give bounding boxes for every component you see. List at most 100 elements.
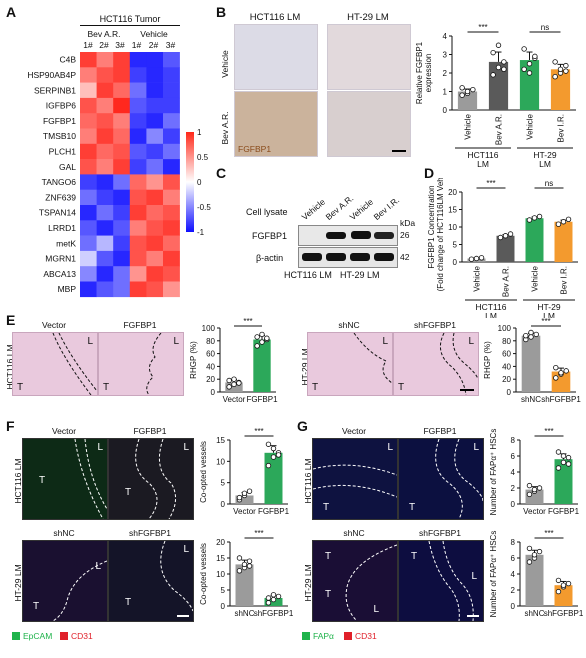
legend-swatch-green bbox=[302, 632, 310, 640]
f-title-vector: Vector bbox=[51, 426, 77, 436]
y-tick-label: 0 bbox=[507, 388, 512, 397]
y-tick-label: 0 bbox=[221, 602, 226, 611]
data-point bbox=[495, 42, 502, 48]
scale-bar bbox=[467, 615, 479, 617]
heatmap-cell bbox=[113, 281, 131, 298]
scale-bar bbox=[460, 389, 474, 391]
tumor-label: T bbox=[411, 551, 418, 562]
y-axis-label: Relative FGFBP1 bbox=[415, 41, 424, 104]
sig-label: *** bbox=[243, 317, 252, 326]
data-point bbox=[226, 377, 232, 384]
sig-label: *** bbox=[254, 427, 263, 436]
tumor-label: T bbox=[323, 502, 330, 513]
data-point bbox=[236, 555, 243, 561]
heatmap-cell bbox=[80, 174, 97, 190]
x-tick-label: Bev I.R. bbox=[560, 266, 569, 294]
heatmap-cell bbox=[163, 52, 180, 68]
x-tick-label: shNC bbox=[524, 609, 544, 618]
heatmap-cell bbox=[80, 250, 97, 267]
panel-label-g: G bbox=[297, 418, 308, 434]
f-title-shfgfbp1: shFGFBP1 bbox=[128, 528, 172, 538]
y-tick-label: 10 bbox=[216, 570, 225, 579]
heatmap-cell bbox=[129, 235, 147, 252]
chart-g-bottom: 0 2 4 6 8 Number of FAPα⁺ HSCs shNC shFGFBP1 *** bbox=[489, 529, 584, 618]
heatmap-cell bbox=[113, 159, 131, 175]
data-point bbox=[555, 588, 562, 595]
x-tick-label: Bev A.R. bbox=[502, 266, 511, 297]
heatmap-cell bbox=[129, 174, 147, 190]
g-title-fgfbp1: FGFBP1 bbox=[423, 426, 457, 436]
sample-label: 2# bbox=[99, 40, 109, 50]
data-point bbox=[236, 494, 243, 501]
data-point bbox=[555, 449, 562, 455]
x-tick-label: Vehicle bbox=[473, 265, 482, 291]
scale-bar bbox=[177, 615, 189, 617]
lumen-label: L bbox=[471, 571, 477, 582]
lumen-label: L bbox=[183, 544, 189, 555]
data-point bbox=[265, 600, 272, 606]
he-image-shnc: L T bbox=[307, 332, 393, 396]
data-point bbox=[275, 452, 282, 458]
heatmap-cell bbox=[163, 97, 180, 114]
heatmap-cell bbox=[96, 250, 114, 267]
data-point bbox=[528, 329, 534, 336]
x-tick-label: Bev I.R. bbox=[557, 114, 566, 142]
heatmap-cell bbox=[113, 52, 131, 68]
data-point bbox=[501, 59, 507, 65]
x-tick-label: Vector bbox=[223, 395, 246, 404]
heatmap-cell bbox=[80, 281, 97, 298]
band bbox=[302, 253, 322, 261]
heatmap-cell bbox=[163, 250, 180, 267]
y-tick-label: 1 bbox=[443, 88, 448, 97]
data-point bbox=[523, 332, 529, 339]
heatmap-cell bbox=[129, 281, 147, 298]
heatmap-cell bbox=[113, 128, 131, 145]
chart-f-bottom: 0 5 10 15 20 Co-opted vessels shNC shFGFBP1 *** bbox=[199, 529, 294, 618]
heatmap-cell bbox=[146, 174, 164, 190]
c-kda-42: 42 bbox=[400, 252, 410, 262]
data-point bbox=[236, 380, 242, 386]
y-tick-label: 40 bbox=[206, 362, 215, 371]
heatmap-cell bbox=[80, 266, 97, 282]
data-point bbox=[459, 92, 465, 98]
heatmap-cell bbox=[163, 220, 180, 236]
y-tick-label: 15 bbox=[448, 206, 457, 215]
bar bbox=[225, 382, 243, 392]
heatmap-cell bbox=[96, 143, 114, 160]
tumor-label: T bbox=[125, 597, 132, 608]
sig-label: *** bbox=[544, 529, 553, 538]
f-title-fgfbp1: FGFBP1 bbox=[133, 426, 167, 436]
y-tick-label: 0 bbox=[443, 106, 448, 115]
e-title-vector: Vector bbox=[41, 320, 67, 330]
data-point bbox=[468, 256, 475, 262]
heatmap-cell bbox=[80, 113, 97, 129]
heatmap-cell bbox=[96, 52, 114, 68]
sig-label: *** bbox=[544, 427, 553, 436]
fluor-image-f-shnc: L T bbox=[22, 540, 108, 622]
fluor-image-f-fgfbp1: L T bbox=[108, 438, 194, 520]
data-point bbox=[565, 454, 572, 461]
heatmap: C4B HSP90AB4P SERPINB1 IGFBP6 FGFBP1 TMSB10 PL… bbox=[27, 52, 211, 298]
heatmap-cell bbox=[113, 174, 131, 190]
data-point bbox=[521, 66, 527, 72]
data-point bbox=[563, 368, 569, 374]
lane-label: Bev I.R. bbox=[371, 194, 402, 222]
e-title-shnc: shNC bbox=[338, 320, 360, 330]
heatmap-cell bbox=[129, 266, 147, 282]
heatmap-cell bbox=[146, 128, 164, 145]
y-tick-label: 60 bbox=[206, 350, 215, 359]
bar bbox=[550, 69, 571, 110]
heatmap-cell bbox=[129, 143, 147, 160]
heatmap-group-vehicle: Vehicle bbox=[140, 29, 168, 39]
legend-label: EpCAM bbox=[23, 631, 53, 641]
data-point bbox=[528, 334, 534, 340]
gene-label: HSP90AB4P bbox=[27, 70, 76, 80]
y-tick-label: 6 bbox=[511, 554, 516, 563]
b-row-label-vehicle: Vehicle bbox=[220, 50, 230, 78]
bar bbox=[525, 554, 544, 606]
data-point bbox=[555, 221, 562, 227]
gene-label: PLCH1 bbox=[49, 146, 77, 156]
data-point bbox=[502, 233, 509, 239]
data-point bbox=[264, 335, 270, 341]
sig-label: *** bbox=[254, 529, 263, 538]
